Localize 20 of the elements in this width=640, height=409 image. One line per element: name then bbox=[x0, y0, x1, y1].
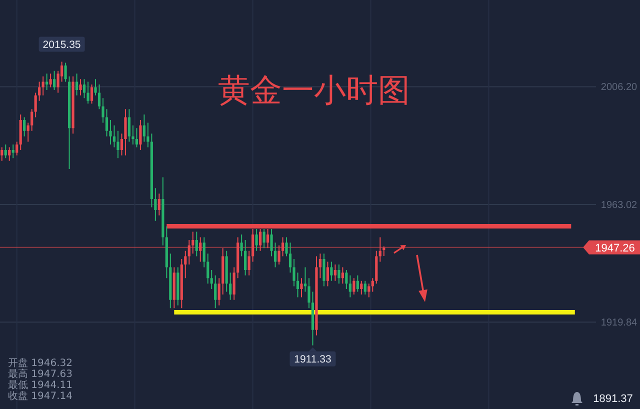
candlestick bbox=[79, 79, 82, 96]
annotation: 最低 1944.11 bbox=[8, 380, 73, 391]
annotation: 2015.35 bbox=[42, 38, 81, 51]
candlestick bbox=[86, 82, 90, 104]
candlestick bbox=[109, 120, 112, 145]
annotation: 收盘 1947.14 bbox=[8, 390, 73, 402]
candlestick bbox=[132, 125, 134, 145]
y-tick-label: 2006.20 bbox=[600, 82, 638, 94]
annotation: 开盘 1946.32 bbox=[8, 357, 73, 369]
candlestick bbox=[300, 278, 303, 298]
value-label: 1911.33 bbox=[290, 347, 336, 366]
annotation: 最高 1947.63 bbox=[8, 368, 73, 380]
annotation: 1911.33 bbox=[294, 353, 332, 366]
candlestick bbox=[304, 267, 307, 292]
value-label: 2015.35 bbox=[38, 36, 85, 52]
y-tick-label: 1919.84 bbox=[600, 318, 638, 329]
y-tick-label: 1963.02 bbox=[600, 200, 638, 211]
ref-line-label: 1947.26 bbox=[595, 242, 635, 254]
annotation: 1891.37 bbox=[593, 393, 633, 405]
text: 黄金一小时图 bbox=[218, 71, 410, 109]
